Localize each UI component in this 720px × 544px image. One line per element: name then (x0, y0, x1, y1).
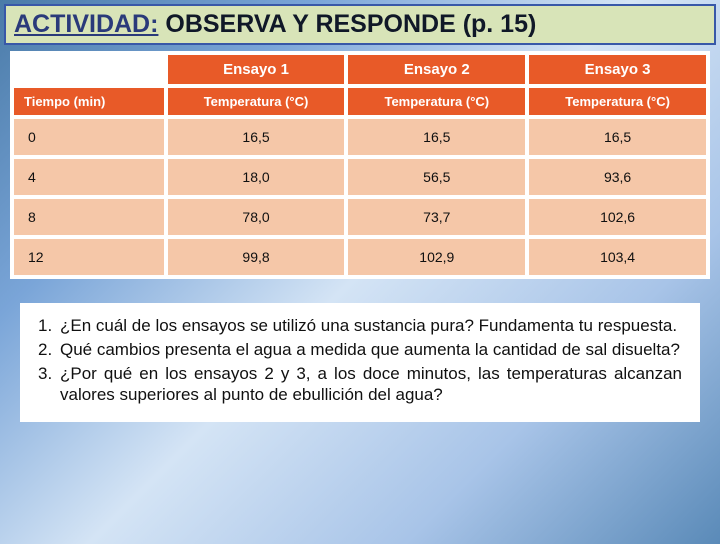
question-text: ¿En cuál de los ensayos se utilizó una s… (60, 315, 682, 337)
questions-box: 1. ¿En cuál de los ensayos se utilizó un… (20, 303, 700, 422)
table-cell: 12 (14, 239, 164, 275)
table-cell: 103,4 (529, 239, 706, 275)
table-row: 12 99,8 102,9 103,4 (14, 239, 706, 275)
table-row: 8 78,0 73,7 102,6 (14, 199, 706, 235)
data-table-container: Ensayo 1 Ensayo 2 Ensayo 3 Tiempo (min) … (10, 51, 710, 279)
table-header-ensayo3: Ensayo 3 (529, 55, 706, 84)
table-cell: 4 (14, 159, 164, 195)
table-subheader-temp2: Temperatura (°C) (348, 88, 525, 115)
table-cell: 73,7 (348, 199, 525, 235)
table-cell: 102,6 (529, 199, 706, 235)
table-header-empty (14, 55, 164, 84)
question-item: 1. ¿En cuál de los ensayos se utilizó un… (38, 315, 682, 337)
title-rest: OBSERVA Y RESPONDE (p. 15) (158, 10, 536, 38)
table-cell: 0 (14, 119, 164, 155)
table-cell: 8 (14, 199, 164, 235)
question-text: Qué cambios presenta el agua a medida qu… (60, 339, 682, 361)
data-table: Ensayo 1 Ensayo 2 Ensayo 3 Tiempo (min) … (10, 51, 710, 279)
question-text: ¿Por qué en los ensayos 2 y 3, a los doc… (60, 363, 682, 407)
table-subheader-temp1: Temperatura (°C) (168, 88, 345, 115)
table-row: 4 18,0 56,5 93,6 (14, 159, 706, 195)
table-header-ensayo1: Ensayo 1 (168, 55, 345, 84)
table-cell: 18,0 (168, 159, 345, 195)
table-cell: 16,5 (168, 119, 345, 155)
question-item: 3. ¿Por qué en los ensayos 2 y 3, a los … (38, 363, 682, 407)
table-cell: 16,5 (348, 119, 525, 155)
question-number: 1. (38, 315, 60, 337)
question-number: 3. (38, 363, 60, 407)
question-number: 2. (38, 339, 60, 361)
table-row: 0 16,5 16,5 16,5 (14, 119, 706, 155)
table-cell: 99,8 (168, 239, 345, 275)
question-item: 2. Qué cambios presenta el agua a medida… (38, 339, 682, 361)
table-header-sub-row: Tiempo (min) Temperatura (°C) Temperatur… (14, 88, 706, 115)
table-cell: 56,5 (348, 159, 525, 195)
table-header-ensayo2: Ensayo 2 (348, 55, 525, 84)
table-subheader-temp3: Temperatura (°C) (529, 88, 706, 115)
table-subheader-tiempo: Tiempo (min) (14, 88, 164, 115)
table-cell: 78,0 (168, 199, 345, 235)
title-bar: ACTIVIDAD: OBSERVA Y RESPONDE (p. 15) (4, 4, 716, 45)
table-cell: 102,9 (348, 239, 525, 275)
table-cell: 93,6 (529, 159, 706, 195)
table-header-group-row: Ensayo 1 Ensayo 2 Ensayo 3 (14, 55, 706, 84)
page-title: ACTIVIDAD: OBSERVA Y RESPONDE (p. 15) (14, 10, 536, 38)
title-underlined: ACTIVIDAD: (14, 10, 158, 38)
table-cell: 16,5 (529, 119, 706, 155)
